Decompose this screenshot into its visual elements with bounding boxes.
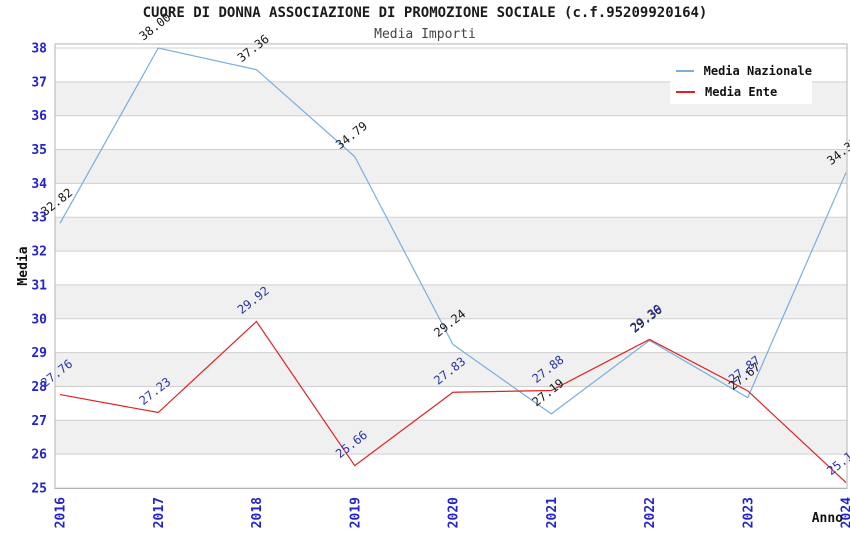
data-label-media-nazionale: 34.79 bbox=[333, 119, 370, 152]
x-axis-title: Anno bbox=[812, 511, 843, 526]
series-line-media-nazionale bbox=[59, 47, 847, 415]
y-tick-label: 26 bbox=[31, 448, 47, 463]
y-tick-label: 38 bbox=[31, 42, 47, 57]
legend: Media Nazionale Media Ente bbox=[670, 58, 812, 104]
plot-band bbox=[55, 284, 847, 319]
plot-band bbox=[55, 217, 847, 252]
y-tick-label: 32 bbox=[31, 245, 47, 260]
x-tick-label: 2021 bbox=[545, 497, 560, 528]
plot-border bbox=[54, 43, 848, 489]
y-axis-title: Media bbox=[16, 246, 31, 285]
y-tick-label: 30 bbox=[31, 312, 47, 327]
y-tick-label: 25 bbox=[31, 482, 47, 497]
legend-label-media-nazionale: Media Nazionale bbox=[703, 63, 812, 78]
chart-title: CUORE DI DONNA ASSOCIAZIONE DI PROMOZION… bbox=[142, 5, 708, 21]
plot-band bbox=[55, 352, 847, 387]
y-tick-label: 34 bbox=[31, 177, 47, 192]
x-tick-label: 2018 bbox=[250, 497, 265, 528]
y-tick-label: 29 bbox=[31, 346, 47, 361]
x-tick-label: 2020 bbox=[447, 497, 462, 528]
legend-label-media-ente: Media Ente bbox=[705, 84, 778, 99]
x-tick-label: 2023 bbox=[741, 497, 756, 528]
x-tick-label: 2016 bbox=[54, 497, 69, 528]
y-tick-label: 33 bbox=[31, 211, 47, 226]
series-line-media-ente bbox=[59, 320, 847, 484]
x-tick-label: 2024 bbox=[840, 497, 850, 528]
plot-band bbox=[55, 420, 847, 455]
x-tick-label: 2022 bbox=[643, 497, 658, 528]
y-tick-label: 37 bbox=[31, 75, 47, 90]
legend-swatch-media-ente-icon bbox=[676, 90, 695, 93]
plot-band bbox=[55, 149, 847, 184]
chart-subtitle: Media Importi bbox=[374, 27, 476, 42]
y-tick-label: 28 bbox=[31, 380, 47, 395]
x-tick-label: 2019 bbox=[348, 497, 363, 528]
legend-item-media-nazionale: Media Nazionale bbox=[670, 60, 812, 81]
y-tick-label: 31 bbox=[31, 278, 47, 293]
x-tick-label: 2017 bbox=[152, 497, 167, 528]
y-tick-label: 35 bbox=[31, 143, 47, 158]
legend-swatch-media-nazionale-icon bbox=[676, 69, 694, 72]
y-tick-label: 27 bbox=[31, 414, 47, 429]
legend-item-media-ente: Media Ente bbox=[670, 81, 812, 102]
y-tick-label: 36 bbox=[31, 109, 47, 124]
data-label-media-nazionale: 38.00 bbox=[136, 10, 173, 43]
